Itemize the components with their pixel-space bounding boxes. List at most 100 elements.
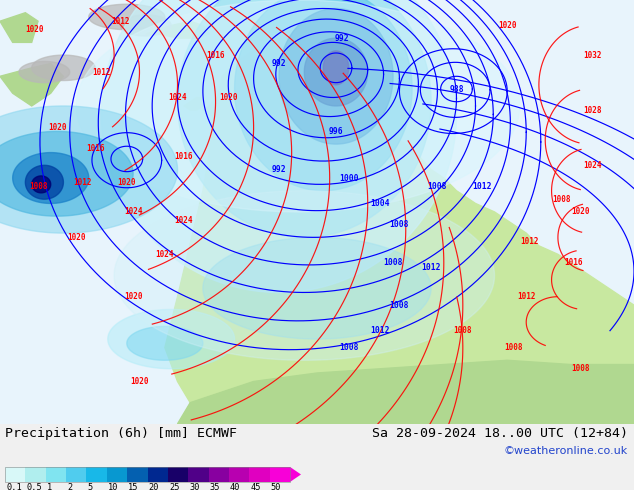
Polygon shape	[260, 13, 412, 76]
Text: 1024: 1024	[174, 216, 193, 225]
Bar	[148, 467, 168, 482]
Polygon shape	[203, 85, 241, 119]
Text: 1020: 1020	[498, 21, 517, 30]
Polygon shape	[0, 106, 178, 233]
Polygon shape	[0, 131, 133, 216]
Bar	[46, 467, 66, 482]
Polygon shape	[0, 13, 38, 43]
Polygon shape	[178, 360, 634, 424]
Text: 1032: 1032	[583, 50, 602, 60]
Text: 1008: 1008	[552, 195, 571, 204]
Polygon shape	[290, 467, 301, 482]
Text: 1008: 1008	[428, 182, 447, 191]
Text: 1008: 1008	[453, 326, 472, 335]
Polygon shape	[120, 15, 171, 36]
Text: 1008: 1008	[29, 182, 48, 191]
Bar	[249, 467, 269, 482]
Text: 1024: 1024	[583, 161, 602, 170]
Text: 988: 988	[449, 84, 464, 94]
Polygon shape	[146, 21, 209, 38]
Polygon shape	[165, 51, 634, 424]
Polygon shape	[178, 0, 431, 237]
Polygon shape	[184, 98, 203, 110]
Bar	[25, 467, 46, 482]
Polygon shape	[0, 64, 63, 106]
Text: 1016: 1016	[206, 50, 225, 60]
Bar	[229, 467, 249, 482]
Text: 1012: 1012	[472, 182, 491, 191]
Text: 0.5: 0.5	[27, 484, 42, 490]
Polygon shape	[25, 165, 63, 199]
Text: 1012: 1012	[73, 178, 92, 187]
Text: 1008: 1008	[384, 258, 403, 267]
Text: 25: 25	[169, 484, 179, 490]
Polygon shape	[127, 326, 203, 360]
Polygon shape	[279, 8, 393, 144]
Text: 45: 45	[250, 484, 261, 490]
Text: 1020: 1020	[117, 178, 136, 187]
Polygon shape	[32, 176, 51, 193]
Text: 1020: 1020	[67, 233, 86, 242]
Text: 1000: 1000	[339, 173, 358, 182]
Polygon shape	[323, 51, 349, 85]
Text: 1008: 1008	[504, 343, 523, 352]
Bar	[209, 467, 229, 482]
Text: 992: 992	[335, 34, 350, 43]
Text: 15: 15	[128, 484, 139, 490]
Text: 992: 992	[271, 165, 287, 174]
Bar	[168, 467, 188, 482]
Text: 1012: 1012	[111, 17, 130, 25]
Text: 1012: 1012	[520, 237, 539, 246]
Text: 1004: 1004	[371, 199, 390, 208]
Text: 1020: 1020	[124, 292, 143, 301]
Bar	[107, 467, 127, 482]
Text: 1008: 1008	[571, 364, 590, 373]
Text: 996: 996	[328, 127, 344, 136]
Text: 1020: 1020	[219, 93, 238, 102]
Text: 1020: 1020	[48, 122, 67, 132]
Text: 2: 2	[67, 484, 72, 490]
Text: 1020: 1020	[130, 377, 149, 386]
Text: 992: 992	[271, 59, 287, 68]
Text: 1008: 1008	[390, 220, 409, 229]
Text: 40: 40	[230, 484, 240, 490]
Text: 5: 5	[87, 484, 93, 490]
Text: 35: 35	[210, 484, 220, 490]
Text: 1012: 1012	[92, 68, 111, 76]
Text: 1008: 1008	[390, 301, 409, 310]
Text: 30: 30	[189, 484, 200, 490]
Text: 1024: 1024	[155, 250, 174, 259]
Polygon shape	[19, 61, 70, 83]
Text: Precipitation (6h) [mm] ECMWF: Precipitation (6h) [mm] ECMWF	[5, 427, 237, 440]
Text: 1008: 1008	[339, 343, 358, 352]
Text: 1028: 1028	[583, 106, 602, 115]
Polygon shape	[114, 191, 495, 360]
Polygon shape	[89, 4, 165, 30]
Text: 20: 20	[148, 484, 159, 490]
Text: Sa 28-09-2024 18..00 UTC (12+84): Sa 28-09-2024 18..00 UTC (12+84)	[372, 427, 628, 440]
Text: 1012: 1012	[422, 263, 441, 271]
Text: 1012: 1012	[517, 292, 536, 301]
Bar	[188, 467, 209, 482]
Polygon shape	[235, 0, 412, 191]
Polygon shape	[108, 309, 235, 369]
Bar	[269, 467, 290, 482]
Polygon shape	[13, 152, 89, 203]
Polygon shape	[76, 0, 520, 212]
Polygon shape	[203, 237, 431, 339]
Bar	[86, 467, 107, 482]
Bar	[5, 467, 290, 482]
Bar	[5, 467, 25, 482]
Bar	[127, 467, 148, 482]
Text: 1016: 1016	[86, 144, 105, 153]
Text: 10: 10	[108, 484, 119, 490]
Polygon shape	[101, 0, 456, 293]
Text: 1020: 1020	[25, 25, 44, 34]
Text: 0.1: 0.1	[6, 484, 22, 490]
Text: 1024: 1024	[124, 207, 143, 217]
Bar	[66, 467, 86, 482]
Text: 1012: 1012	[371, 326, 390, 335]
Text: 1: 1	[47, 484, 52, 490]
Text: 1024: 1024	[168, 93, 187, 102]
Text: 1016: 1016	[174, 152, 193, 161]
